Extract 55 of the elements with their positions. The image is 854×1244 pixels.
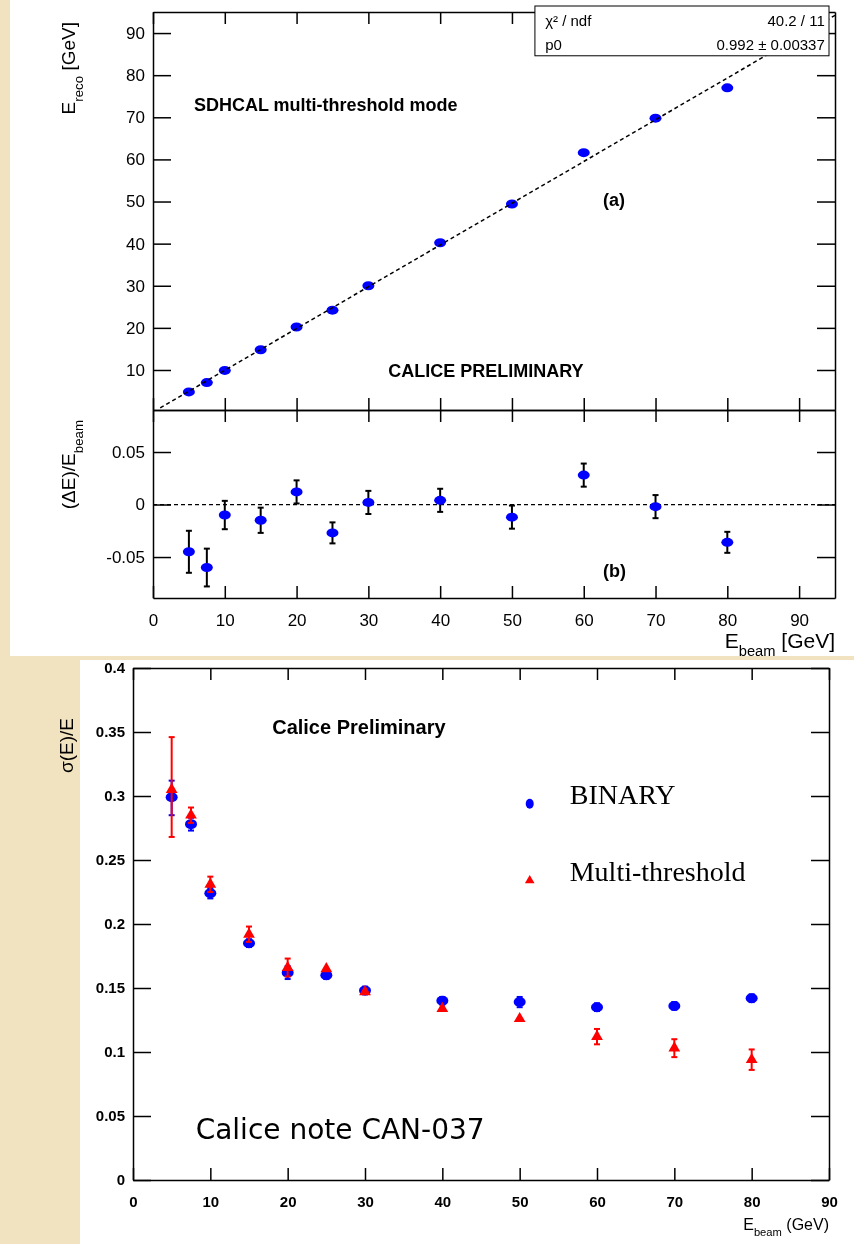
x-tick-label: 40: [431, 611, 451, 631]
y-tick-label: 70: [126, 108, 145, 128]
y-tick-label: 0.15: [95, 979, 125, 997]
y-tick-label: 10: [126, 360, 145, 380]
x-tick-label: 90: [821, 1192, 838, 1210]
y-tick-label: 0: [116, 1171, 125, 1189]
legend-label: Multi-threshold: [569, 855, 746, 887]
x-tick-label: 10: [202, 1192, 220, 1210]
x-axis-title: E$_{beam}$ (GeV): [743, 1216, 829, 1238]
y-axis-title: σ(E)/E: [56, 718, 77, 774]
annotation: Calice Preliminary: [272, 716, 447, 739]
y-tick-label: 0: [135, 495, 145, 515]
x-tick-label: 80: [718, 611, 738, 631]
x-tick-label: 0: [148, 611, 159, 631]
y-tick-label: 0.05: [95, 1107, 125, 1125]
annotation: CALICE PRELIMINARY: [388, 360, 584, 381]
x-tick-label: 40: [434, 1192, 452, 1210]
x-tick-label: 90: [790, 611, 810, 631]
x-axis-title: E$_{beam}$ [GeV]: [724, 629, 835, 659]
annotation: (a): [603, 189, 626, 210]
annotation: 0.992 ± 0.00337: [716, 35, 825, 53]
y-tick-label: 0.3: [104, 787, 125, 805]
x-tick-label: 70: [666, 1192, 684, 1210]
x-tick-label: 60: [589, 1192, 606, 1210]
y-tick-label: 90: [126, 24, 145, 43]
y-tick-label: 0.4: [104, 659, 126, 677]
y-tick-label: 0.05: [111, 442, 145, 462]
y-tick-label: 0.35: [95, 723, 125, 741]
annotation: χ² / ndf: [545, 11, 593, 29]
x-tick-label: 20: [287, 611, 307, 631]
y-tick-label: 40: [126, 234, 145, 254]
y-tick-label: 0.2: [104, 915, 125, 933]
y-tick-label: 50: [126, 192, 145, 212]
legend-label: BINARY: [569, 779, 676, 811]
x-tick-label: 70: [646, 611, 666, 631]
y-tick-label: 20: [126, 318, 145, 338]
y-tick-label: 60: [126, 150, 145, 170]
x-tick-label: 30: [357, 1192, 374, 1210]
annotation: (b): [603, 560, 627, 581]
annotation: SDHCAL multi-threshold mode: [193, 94, 458, 115]
y-tick-label: -0.05: [106, 547, 145, 567]
x-tick-label: 30: [359, 611, 379, 631]
x-tick-label: 50: [511, 1192, 529, 1210]
y-tick-label: 80: [126, 66, 145, 86]
y-tick-label: 30: [126, 276, 145, 296]
annotation: 40.2 / 11: [767, 11, 825, 29]
y-tick-label: 0.25: [95, 851, 125, 869]
x-tick-label: 60: [574, 611, 594, 631]
x-tick-label: 80: [743, 1192, 761, 1210]
annotation: p0: [545, 35, 562, 53]
x-tick-label: 10: [215, 611, 235, 631]
x-tick-label: 20: [279, 1192, 297, 1210]
annotation: Calice note CAN-037: [195, 1113, 485, 1147]
x-tick-label: 50: [502, 611, 522, 631]
y-tick-label: 0.1: [104, 1043, 125, 1061]
